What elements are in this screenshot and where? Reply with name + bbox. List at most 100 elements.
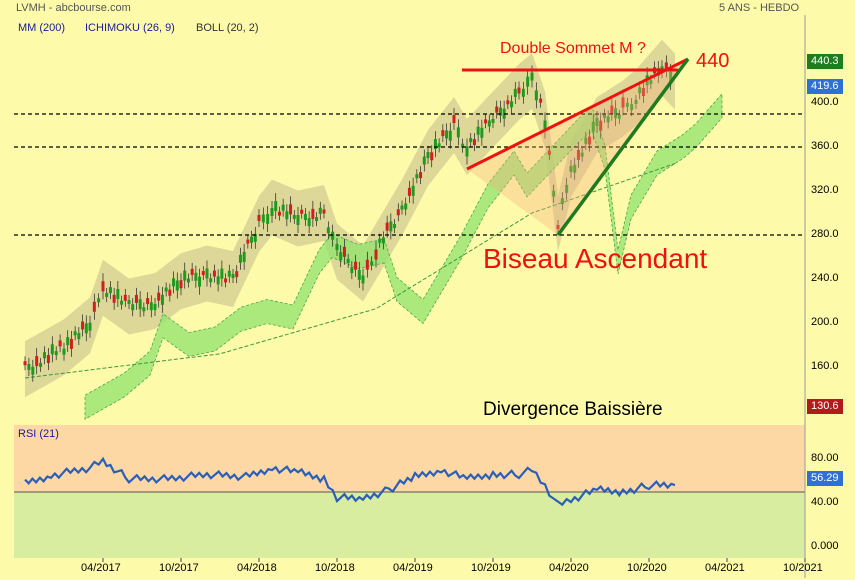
- candle-body: [292, 214, 296, 219]
- candle-body: [491, 119, 495, 123]
- candle-body: [31, 366, 35, 375]
- candle-body: [322, 209, 326, 214]
- candle-body: [506, 100, 510, 105]
- x-tick: 10/2018: [315, 562, 355, 574]
- candle-body: [131, 304, 135, 311]
- candle-body: [393, 224, 397, 229]
- candle-body: [556, 225, 560, 229]
- candle-body: [526, 76, 530, 87]
- candle-body: [610, 105, 614, 114]
- candle-body: [172, 278, 176, 287]
- candle-body: [565, 184, 569, 193]
- candle-body: [194, 272, 198, 281]
- candle-body: [112, 294, 116, 303]
- candle-body: [235, 271, 239, 278]
- annotation-double-top: Double Sommet M ?: [500, 40, 646, 57]
- main-y-tick: 200.0: [811, 316, 839, 328]
- candle-body: [105, 292, 109, 297]
- candle-body: [296, 215, 300, 225]
- candle-body: [456, 127, 460, 138]
- candle-body: [62, 348, 66, 355]
- candle-body: [407, 187, 411, 196]
- main-y-tick: 320.0: [811, 184, 839, 196]
- candle-body: [346, 258, 350, 263]
- candle-body: [396, 209, 400, 216]
- candle-body: [146, 298, 150, 305]
- candle-body: [606, 116, 610, 123]
- candle-body: [183, 270, 187, 281]
- candle-body: [381, 237, 385, 244]
- candle-body: [422, 156, 426, 165]
- candle-body: [149, 302, 153, 311]
- candle-body: [281, 204, 285, 211]
- candle-body: [160, 294, 164, 305]
- candle-body: [638, 87, 642, 94]
- candle-body: [88, 322, 92, 331]
- candle-body: [484, 119, 488, 124]
- candle-body: [224, 278, 228, 283]
- candle-body: [465, 146, 469, 157]
- x-tick: 04/2020: [549, 562, 589, 574]
- candle-body: [342, 246, 346, 257]
- rsi-line: [24, 456, 676, 507]
- candle-body: [625, 102, 629, 107]
- candle-body: [617, 114, 621, 119]
- x-tick: 10/2021: [783, 562, 823, 574]
- candle-body: [664, 62, 668, 71]
- x-tick: 04/2018: [237, 562, 277, 574]
- candle-body: [73, 331, 77, 336]
- chart-title: LVMH - abcbourse.com: [16, 2, 131, 14]
- candle-body: [521, 88, 525, 97]
- candle-body: [419, 172, 423, 179]
- wedge-resistance-line: [466, 57, 689, 171]
- candle-body: [591, 121, 595, 132]
- candle-body: [588, 136, 592, 145]
- candle-body: [257, 215, 261, 221]
- rsi-oversold-zone: [14, 492, 805, 558]
- candle-body: [576, 149, 580, 160]
- candle-body: [326, 227, 330, 234]
- candle-body: [539, 98, 543, 103]
- rsi-badge: 56.29: [807, 471, 843, 486]
- candle-body: [472, 139, 476, 146]
- candle-body: [97, 298, 101, 303]
- candle-body: [441, 130, 445, 137]
- candle-body: [461, 143, 465, 148]
- candle-body: [250, 236, 254, 243]
- candle-body: [487, 120, 491, 127]
- main-y-tick: 280.0: [811, 228, 839, 240]
- candle-body: [374, 249, 378, 260]
- wedge-support-line: [556, 57, 690, 237]
- candle-body: [81, 321, 85, 330]
- candle-body: [108, 287, 112, 294]
- candle-body: [517, 87, 521, 94]
- candle-body: [27, 364, 31, 370]
- x-tick: 04/2017: [81, 562, 121, 574]
- candle-body: [261, 214, 265, 223]
- main-y-tick: 160.0: [811, 360, 839, 372]
- x-tick: 10/2019: [471, 562, 511, 574]
- candle-body: [120, 300, 124, 305]
- x-tick: 04/2019: [393, 562, 433, 574]
- candle-body: [400, 205, 404, 210]
- candle-body: [580, 152, 584, 157]
- candle-body: [92, 301, 96, 312]
- candle-body: [220, 268, 224, 279]
- candle-body: [253, 233, 257, 242]
- candle-body: [411, 185, 415, 196]
- candle-body: [389, 221, 393, 232]
- candle-body: [127, 300, 131, 304]
- candle-body: [303, 213, 307, 220]
- candle-body: [39, 362, 43, 367]
- candle-body: [134, 294, 138, 303]
- candle-body: [201, 271, 205, 276]
- candle-body: [266, 214, 270, 224]
- price-badge-last: 419.6: [807, 79, 843, 94]
- candle-body: [378, 238, 382, 243]
- candle-body: [84, 323, 88, 334]
- wedge-area: [467, 59, 688, 235]
- x-tick: 10/2017: [159, 562, 199, 574]
- candle-body: [656, 68, 660, 77]
- candle-body: [123, 294, 127, 301]
- candle-body: [547, 150, 551, 155]
